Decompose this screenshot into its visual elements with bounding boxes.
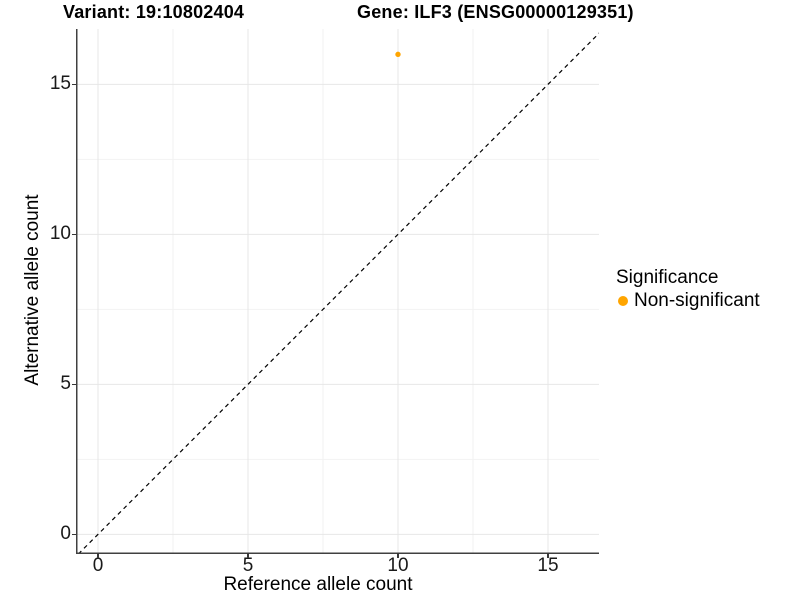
y-tick-mark xyxy=(71,383,76,386)
x-axis-title: Reference allele count xyxy=(223,574,413,595)
x-tick-mark xyxy=(247,553,249,558)
y-tick-label-0: 0 xyxy=(60,523,71,544)
plot-title-gene: Gene: ILF3 (ENSG00000129351) xyxy=(357,2,634,22)
y-tick-label-5: 5 xyxy=(60,373,71,394)
y-tick-mark xyxy=(71,233,76,236)
x-tick-label-15: 15 xyxy=(537,555,559,576)
x-tick-mark xyxy=(97,553,99,558)
plot-title-variant: Variant: 19:10802404 xyxy=(63,2,245,22)
legend-item-label: Non-significant xyxy=(634,290,760,311)
x-tick-label-5: 5 xyxy=(242,555,254,576)
plot-canvas xyxy=(76,29,599,554)
x-tick-label-10: 10 xyxy=(387,555,409,576)
data-point xyxy=(395,51,401,58)
plot-panel xyxy=(76,29,599,554)
legend-title: Significance xyxy=(616,267,719,288)
x-tick-mark xyxy=(547,553,549,558)
x-tick-mark xyxy=(397,553,399,558)
y-axis-title: Alternative allele count xyxy=(22,194,43,386)
y-tick-mark xyxy=(71,533,76,536)
identity-line xyxy=(77,32,599,554)
y-tick-mark xyxy=(71,83,76,86)
y-tick-label-15: 15 xyxy=(49,73,71,94)
x-tick-label-0: 0 xyxy=(92,555,104,576)
legend-point-swatch xyxy=(618,296,628,306)
y-tick-label-10: 10 xyxy=(49,223,71,244)
legend: Significance Non-significant xyxy=(616,267,760,312)
legend-item-non-significant: Non-significant xyxy=(616,290,760,312)
